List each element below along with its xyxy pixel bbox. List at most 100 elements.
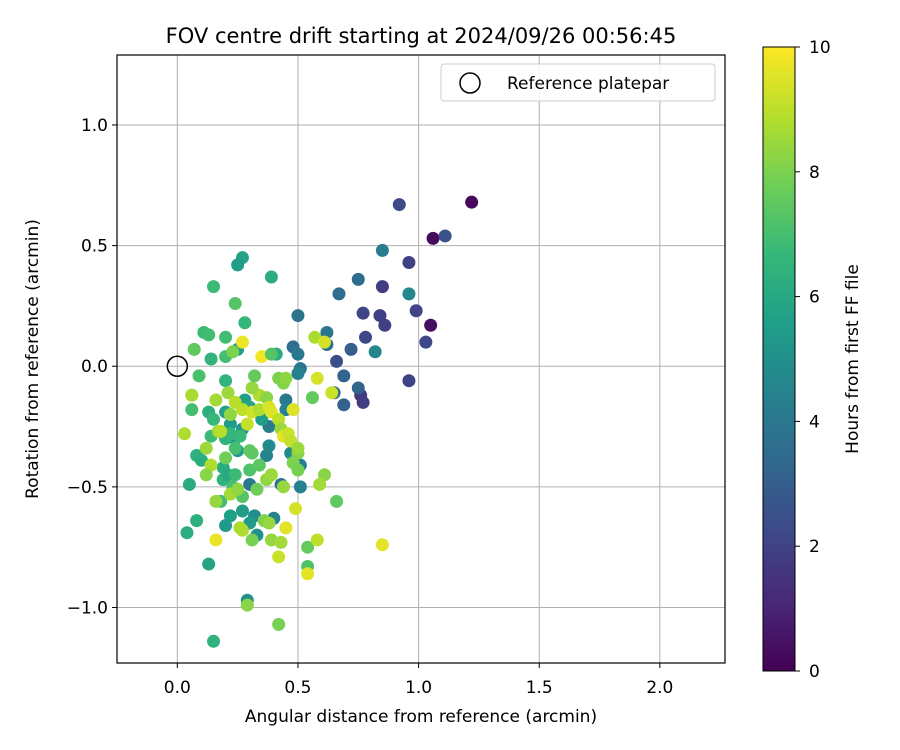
colorbar: 0 2 4 6 8 10 Hours from first FF file [762, 38, 863, 682]
data-point [291, 347, 305, 361]
x-tick-label: 1.0 [405, 678, 432, 698]
data-point [291, 441, 305, 455]
data-point [330, 494, 344, 508]
data-point [325, 386, 339, 400]
x-axis-ticks: 0.0 0.5 1.0 1.5 2.0 [164, 663, 673, 698]
colorbar-tick-label: 4 [809, 412, 820, 432]
data-point [228, 468, 242, 482]
data-point [219, 374, 233, 388]
data-point [199, 468, 213, 482]
legend-box [440, 63, 716, 102]
data-point [235, 335, 249, 349]
data-point [233, 429, 247, 443]
data-point [279, 371, 293, 385]
data-point [240, 417, 254, 431]
data-point [185, 388, 199, 402]
x-tick-label: 0.0 [164, 678, 191, 698]
plot-frame [116, 54, 726, 664]
legend-reference-marker [459, 72, 481, 94]
data-point [337, 398, 351, 412]
data-point [228, 441, 242, 455]
data-point [337, 369, 351, 383]
data-points [178, 195, 479, 648]
data-point [223, 407, 237, 421]
data-point [330, 354, 344, 368]
data-point [356, 395, 370, 409]
data-point [310, 533, 324, 547]
y-tick-label: −1.0 [67, 599, 108, 619]
data-point [245, 381, 259, 395]
x-tick-label: 0.5 [284, 678, 311, 698]
data-point [402, 255, 416, 269]
data-point [276, 480, 290, 494]
data-point [305, 391, 319, 405]
colorbar-label: Hours from first FF file [843, 264, 863, 454]
data-point [310, 371, 324, 385]
data-point [368, 345, 382, 359]
data-point [223, 417, 237, 431]
data-point [279, 393, 293, 407]
data-point [409, 304, 423, 318]
data-point [426, 231, 440, 245]
data-point [262, 439, 276, 453]
data-point [207, 412, 221, 426]
data-point [231, 482, 245, 496]
data-point [182, 477, 196, 491]
data-point [375, 538, 389, 552]
data-point [264, 347, 278, 361]
data-point [392, 198, 406, 212]
reference-point-marker [166, 355, 189, 377]
data-point [289, 502, 303, 516]
data-point [351, 381, 365, 395]
y-tick-label: 1.0 [81, 116, 108, 136]
data-point [209, 393, 223, 407]
data-point [272, 550, 286, 564]
colorbar-tick-label: 8 [809, 163, 820, 183]
data-point [375, 243, 389, 257]
data-point [313, 477, 327, 491]
data-point [344, 342, 358, 356]
data-point [317, 335, 331, 349]
data-point [204, 458, 218, 472]
data-point [243, 444, 257, 458]
x-tick-label: 1.5 [526, 678, 553, 698]
data-point [228, 297, 242, 311]
data-point [194, 453, 208, 467]
data-point [291, 309, 305, 323]
data-point [402, 374, 416, 388]
data-point [240, 598, 254, 612]
data-point [207, 280, 221, 294]
data-point [235, 504, 249, 518]
data-point [424, 318, 438, 332]
data-point [219, 518, 233, 532]
data-point [264, 270, 278, 284]
colorbar-tick-label: 10 [809, 38, 831, 58]
data-point [293, 480, 307, 494]
data-point [190, 514, 204, 528]
data-point [402, 287, 416, 301]
data-point [262, 516, 276, 530]
data-point [373, 309, 387, 323]
data-point [378, 318, 392, 332]
data-point [223, 509, 237, 523]
data-point [419, 335, 433, 349]
data-point [178, 427, 192, 441]
data-point [204, 352, 218, 366]
data-point [279, 521, 293, 535]
legend: Reference platepar [440, 63, 716, 102]
data-point [245, 533, 259, 547]
data-point [235, 523, 249, 537]
data-point [226, 345, 240, 359]
data-point [332, 287, 346, 301]
data-point [221, 386, 235, 400]
data-point [272, 617, 286, 631]
data-point [359, 330, 373, 344]
colorbar-gradient [762, 46, 796, 672]
data-point [238, 316, 252, 330]
data-point [308, 330, 322, 344]
y-axis-label: Rotation from reference (arcmin) [23, 219, 43, 499]
reference-point-group [166, 355, 189, 377]
y-tick-label: −0.5 [67, 478, 108, 498]
data-point [187, 342, 201, 356]
